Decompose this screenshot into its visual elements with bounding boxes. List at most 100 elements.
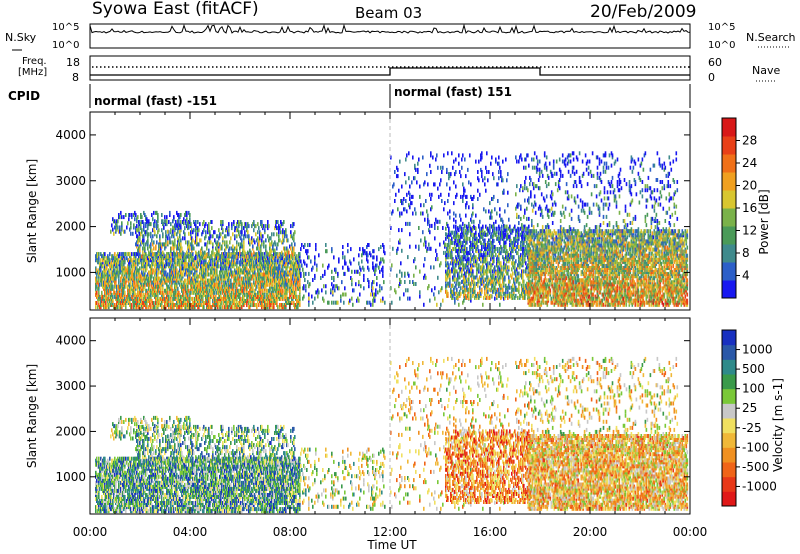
power-echo-cell [381,286,383,290]
power-echo-cell [180,213,182,217]
power-echo-cell [460,218,462,222]
power-echo-cell [464,158,466,162]
power-echo-cell [406,193,408,197]
power-echo-cell [435,257,437,261]
power-echo-cell [160,251,162,255]
power-echo-cell [172,230,174,234]
power-echo-cell [207,287,209,291]
power-echo-cell [409,222,411,226]
power-echo-cell [129,252,131,256]
power-echo-cell [456,269,458,273]
power-echo-cell [441,286,443,290]
power-echo-cell [431,205,433,209]
power-echo-cell [452,231,454,235]
power-echo-cell [348,268,350,272]
power-echo-cell [408,274,410,278]
power-echo-cell [131,252,133,256]
power-echo-cell [176,223,178,227]
power-echo-cell [360,284,362,288]
power-echo-cell [121,221,123,225]
power-echo-cell [228,222,230,226]
power-echo-cell [402,201,404,205]
power-echo-cell [308,297,310,301]
power-echo-cell [101,291,103,295]
power-echo-cell [429,230,431,234]
power-echo-cell [303,272,305,276]
power-echo-cell [373,249,375,253]
power-echo-cell [447,199,449,203]
power-echo-cell [188,232,190,236]
power-echo-cell [399,212,401,216]
power-echo-cell [228,232,230,236]
power-echo-cell [405,180,407,184]
power-echo-cell [293,287,295,291]
power-echo-cell [287,255,289,259]
power-echo-cell [379,288,381,292]
freq-label-line1: Freq. [22,56,47,67]
power-echo-cell [444,201,446,205]
power-echo-cell [472,212,474,216]
power-echo-cell [322,274,324,278]
power-echo-cell [161,213,163,217]
power-echo-cell [464,189,466,193]
power-echo-cell [465,241,467,245]
power-echo-cell [434,182,436,186]
power-echo-cell [316,264,318,268]
power-echo-cell [299,279,301,283]
power-echo-cell [236,249,238,253]
power-echo-cell [409,245,411,249]
power-echo-cell [211,226,213,230]
power-echo-cell [332,290,334,294]
power-echo-cell [231,291,233,295]
power-echo-cell [200,238,202,242]
power-echo-cell [401,272,403,276]
power-echo-cell [165,238,167,242]
power-echo-cell [257,230,259,234]
power-echo-cell [382,274,384,278]
power-echo-cell [411,201,413,205]
power-echo-cell [301,264,303,268]
power-echo-cell [495,158,497,162]
power-echo-cell [120,211,122,215]
power-echo-cell [279,266,281,270]
power-echo-cell [434,297,436,301]
power-echo-cell [429,164,431,168]
power-echo-cell [212,234,214,238]
power-echo-cell [449,187,451,191]
power-echo-cell [439,243,441,247]
power-echo-cell [156,255,158,259]
power-echo-cell [459,214,461,218]
power-echo-cell [143,238,145,242]
power-echo-cell [143,242,145,246]
power-echo-cell [485,166,487,170]
power-echo-cell [169,236,171,240]
power-echo-cell [420,203,422,207]
power-echo-cell [379,270,381,274]
power-echo-cell [463,231,465,235]
power-echo-cell [450,172,452,176]
power-echo-cell [277,305,279,309]
power-echo-cell [142,251,144,255]
power-echo-cell [170,228,172,232]
power-echo-cell [167,236,169,240]
power-echo-cell [467,168,469,172]
power-echo-cell [170,222,172,226]
power-echo-cell [481,174,483,178]
power-echo-cell [484,176,486,180]
power-echo-cell [262,289,264,293]
power-echo-cell [458,303,460,307]
nsky-label: N.Sky [5,31,37,44]
power-echo-cell [109,252,111,256]
power-echo-cell [215,295,217,299]
power-echo-cell [448,239,450,243]
power-echo-cell [186,211,188,215]
power-echo-cell [243,240,245,244]
power-echo-cell [352,303,354,307]
power-echo-cell [427,182,429,186]
power-echo-cell [323,284,325,288]
power-echo-cell [379,284,381,288]
power-echo-cell [507,191,509,195]
power-echo-cell [304,262,306,266]
power-echo-cell [118,279,120,283]
power-echo-cell [417,168,419,172]
